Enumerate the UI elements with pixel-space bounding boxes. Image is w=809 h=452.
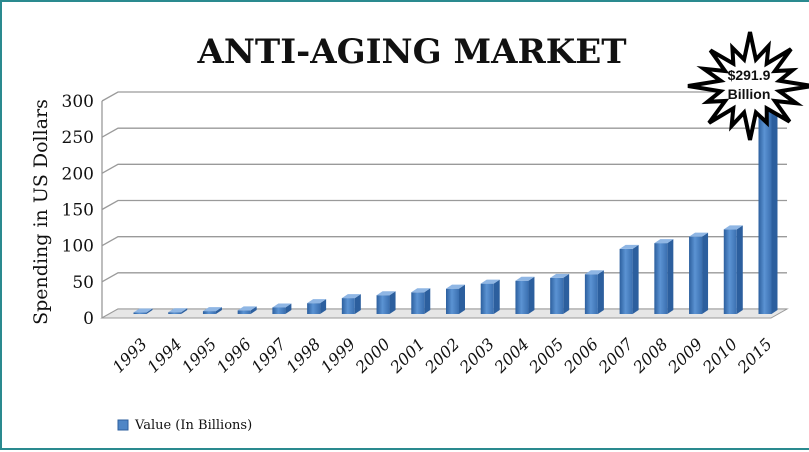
x-tick-label: 2000 xyxy=(351,334,394,377)
bar xyxy=(654,239,674,314)
grid xyxy=(100,91,789,319)
bar xyxy=(168,308,188,314)
x-tick-label: 2002 xyxy=(420,334,463,377)
gridline xyxy=(101,163,787,174)
bar xyxy=(689,232,709,314)
bar xyxy=(272,303,292,314)
callout-unit: Billion xyxy=(728,86,771,102)
y-axis-ticks: 0 50 100 150 200 250 300 xyxy=(62,92,94,329)
legend: Value (In Billions) xyxy=(117,418,252,433)
bar xyxy=(376,291,396,314)
x-tick-label: 1994 xyxy=(143,334,185,376)
legend-label: Value (In Billions) xyxy=(134,418,252,433)
x-tick-label: 1997 xyxy=(247,334,290,377)
x-tick-label: 2005 xyxy=(525,334,568,377)
x-tick-label: 2003 xyxy=(455,334,498,377)
gridline xyxy=(101,236,787,247)
y-tick-label: 50 xyxy=(72,273,94,293)
y-tick-label: 300 xyxy=(62,92,94,112)
bar xyxy=(341,294,361,314)
bar xyxy=(758,98,778,314)
x-tick-label: 2006 xyxy=(559,334,602,377)
x-tick-label: 2004 xyxy=(490,334,533,377)
bars xyxy=(133,98,778,314)
x-tick-label: 1996 xyxy=(213,334,255,376)
x-tick-label: 2009 xyxy=(663,334,706,377)
y-axis-label: Spending in US Dollars xyxy=(30,99,52,325)
bar xyxy=(584,270,604,314)
bar xyxy=(237,306,257,314)
bar xyxy=(723,225,743,314)
gridline xyxy=(101,91,787,102)
starburst-shape xyxy=(687,31,809,141)
x-tick-label: 1995 xyxy=(178,334,220,376)
x-tick-label: 2015 xyxy=(733,334,776,377)
x-tick-label: 2008 xyxy=(629,334,672,377)
y-tick-label: 250 xyxy=(62,128,94,148)
x-tick-label: 1999 xyxy=(317,334,359,376)
bar xyxy=(446,284,465,314)
x-tick-label: 2010 xyxy=(698,334,741,377)
x-axis-ticks: 1993199419951996199719981999200020012002… xyxy=(109,334,776,378)
bar xyxy=(411,288,431,314)
bar xyxy=(515,276,535,314)
x-tick-label: 2007 xyxy=(594,334,638,378)
callout-value: $291.9 xyxy=(728,67,771,83)
y-tick-label: 200 xyxy=(62,164,94,184)
bar xyxy=(307,299,327,314)
bar xyxy=(480,279,500,314)
gridline xyxy=(101,127,787,138)
x-tick-label: 2001 xyxy=(386,334,429,377)
x-tick-label: 1993 xyxy=(109,334,151,376)
legend-swatch xyxy=(117,419,129,431)
y-tick-label: 100 xyxy=(62,237,94,257)
chart-title: ANTI-AGING MARKET xyxy=(196,32,626,72)
bar xyxy=(619,244,639,314)
bar xyxy=(202,307,222,314)
starburst-callout: $291.9 Billion xyxy=(687,31,809,141)
bar xyxy=(133,308,153,314)
x-tick-label: 1998 xyxy=(282,334,324,376)
gridline xyxy=(101,199,787,211)
y-tick-label: 0 xyxy=(83,309,94,329)
gridline xyxy=(101,272,787,283)
y-tick-label: 150 xyxy=(62,201,94,221)
bar xyxy=(550,273,570,314)
